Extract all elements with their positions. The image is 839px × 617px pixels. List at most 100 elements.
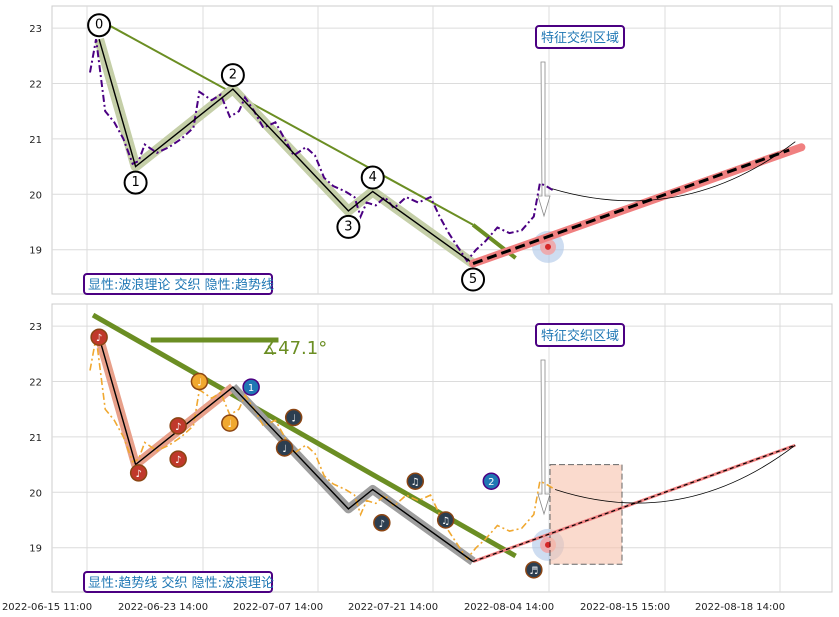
note-marker: ♫ [436, 511, 455, 529]
wave-point-5: 5 [461, 267, 486, 292]
wave-point-marker [336, 214, 361, 239]
point-label-text: 1 [248, 383, 254, 394]
label-box-text: 显性:趋势线 交织 隐性:波浪理论 [88, 575, 274, 591]
note-icon: ♩ [282, 444, 287, 455]
x-tick-label: 2022-08-15 15:00 [580, 602, 670, 613]
note-icon: ♫ [411, 477, 420, 488]
note-marker: ♪ [169, 417, 187, 435]
angle-label: ∡47.1° [262, 338, 327, 359]
plot-frame [51, 303, 833, 593]
point-label-2: 2 [482, 472, 501, 490]
forecast-curve [554, 444, 796, 504]
x-tick-label: 2022-08-04 14:00 [464, 602, 554, 613]
wave-point-2: 2 [220, 63, 245, 88]
point-label-text: 2 [488, 477, 494, 488]
x-tick-label: 2022-06-23 14:00 [118, 602, 208, 613]
forecast-box [549, 464, 623, 565]
price-line [89, 39, 556, 263]
note-icon: ♩ [227, 419, 232, 430]
note-marker-circle [284, 408, 303, 427]
note-marker: ♪ [373, 514, 391, 532]
wave-point-label: 2 [229, 68, 237, 83]
note-marker-circle [373, 514, 391, 532]
note-marker-circle [406, 472, 425, 490]
note-marker: ♩ [284, 408, 303, 427]
note-marker: ♪ [90, 328, 108, 346]
note-marker: ♫ [406, 472, 425, 490]
note-marker-circle [169, 417, 187, 435]
note-marker-circle [221, 414, 239, 432]
y-tick-label: 21 [29, 135, 42, 146]
note-marker: ♩ [221, 414, 239, 432]
wave-point-label: 5 [469, 272, 477, 287]
x-tick-label: 2022-08-18 14:00 [695, 602, 785, 613]
wave-point-1: 1 [123, 170, 148, 195]
note-marker-circle [129, 464, 148, 482]
annotation-text: 特征交织区域 [541, 328, 619, 344]
note-marker-circle [275, 439, 294, 457]
y-tick-label: 19 [29, 544, 42, 555]
wave-point-label: 0 [95, 18, 103, 33]
y-tick-label: 22 [29, 378, 42, 389]
y-tick-label: 20 [29, 488, 42, 499]
note-marker-circle [525, 561, 543, 579]
note-icon: ♩ [197, 378, 202, 389]
y-tick-label: 23 [29, 24, 42, 35]
x-tick-label: 2022-06-15 11:00 [2, 602, 92, 613]
forecast-curve [551, 141, 796, 202]
plot-frame [51, 5, 833, 295]
note-marker: ♪ [129, 464, 148, 482]
wave-point-4: 4 [360, 165, 385, 190]
y-tick-label: 22 [29, 80, 42, 91]
wave-point-marker [87, 13, 112, 38]
y-tick-label: 21 [29, 433, 42, 444]
wave-point-label: 3 [344, 219, 352, 234]
annotation-arrow [537, 61, 551, 218]
annotation-arrow [537, 359, 551, 516]
note-icon: ♪ [379, 519, 385, 530]
note-icon: ♪ [135, 469, 141, 480]
note-icon: ♪ [175, 422, 181, 433]
point-label-1: 1 [242, 378, 260, 396]
point-label-circle [482, 472, 501, 490]
note-marker: ♩ [275, 439, 294, 457]
y-tick-label: 23 [29, 322, 42, 333]
x-tick-label: 2022-07-21 14:00 [348, 602, 438, 613]
wave-point-0: 0 [87, 13, 112, 38]
note-marker-circle [169, 450, 187, 468]
y-tick-label: 19 [29, 246, 42, 257]
label-box [83, 571, 273, 593]
note-marker-circle [190, 372, 209, 391]
price-line [89, 337, 556, 561]
label-box-text: 显性:波浪理论 交织 隐性:趋势线 [88, 277, 274, 293]
label-box [83, 273, 273, 295]
wave-line [98, 39, 474, 265]
note-marker: ♪ [169, 450, 187, 468]
note-icon: ♬ [529, 566, 538, 577]
annotation-box [535, 323, 625, 347]
note-icon: ♩ [291, 414, 296, 425]
note-icon: ♫ [441, 516, 450, 527]
note-icon: ♪ [175, 455, 181, 466]
wave-point-3: 3 [336, 214, 361, 239]
wave-point-marker [461, 267, 486, 292]
trend-line [98, 18, 474, 226]
annotation-text: 特征交织区域 [541, 30, 619, 46]
y-tick-label: 20 [29, 190, 42, 201]
forecast-line [472, 148, 790, 265]
x-tick-label: 2022-07-07 14:00 [233, 602, 323, 613]
note-icon: ♪ [96, 333, 102, 344]
annotation-box [535, 25, 625, 49]
wave-point-marker [220, 63, 245, 88]
wave-point-marker [123, 170, 148, 195]
note-marker-circle [436, 511, 455, 529]
note-marker-circle [90, 328, 108, 346]
note-marker: ♩ [190, 372, 209, 391]
wave-point-marker [360, 165, 385, 190]
wave-point-label: 1 [131, 175, 139, 190]
intersection-dot [545, 243, 551, 250]
wave-point-label: 4 [369, 170, 377, 185]
